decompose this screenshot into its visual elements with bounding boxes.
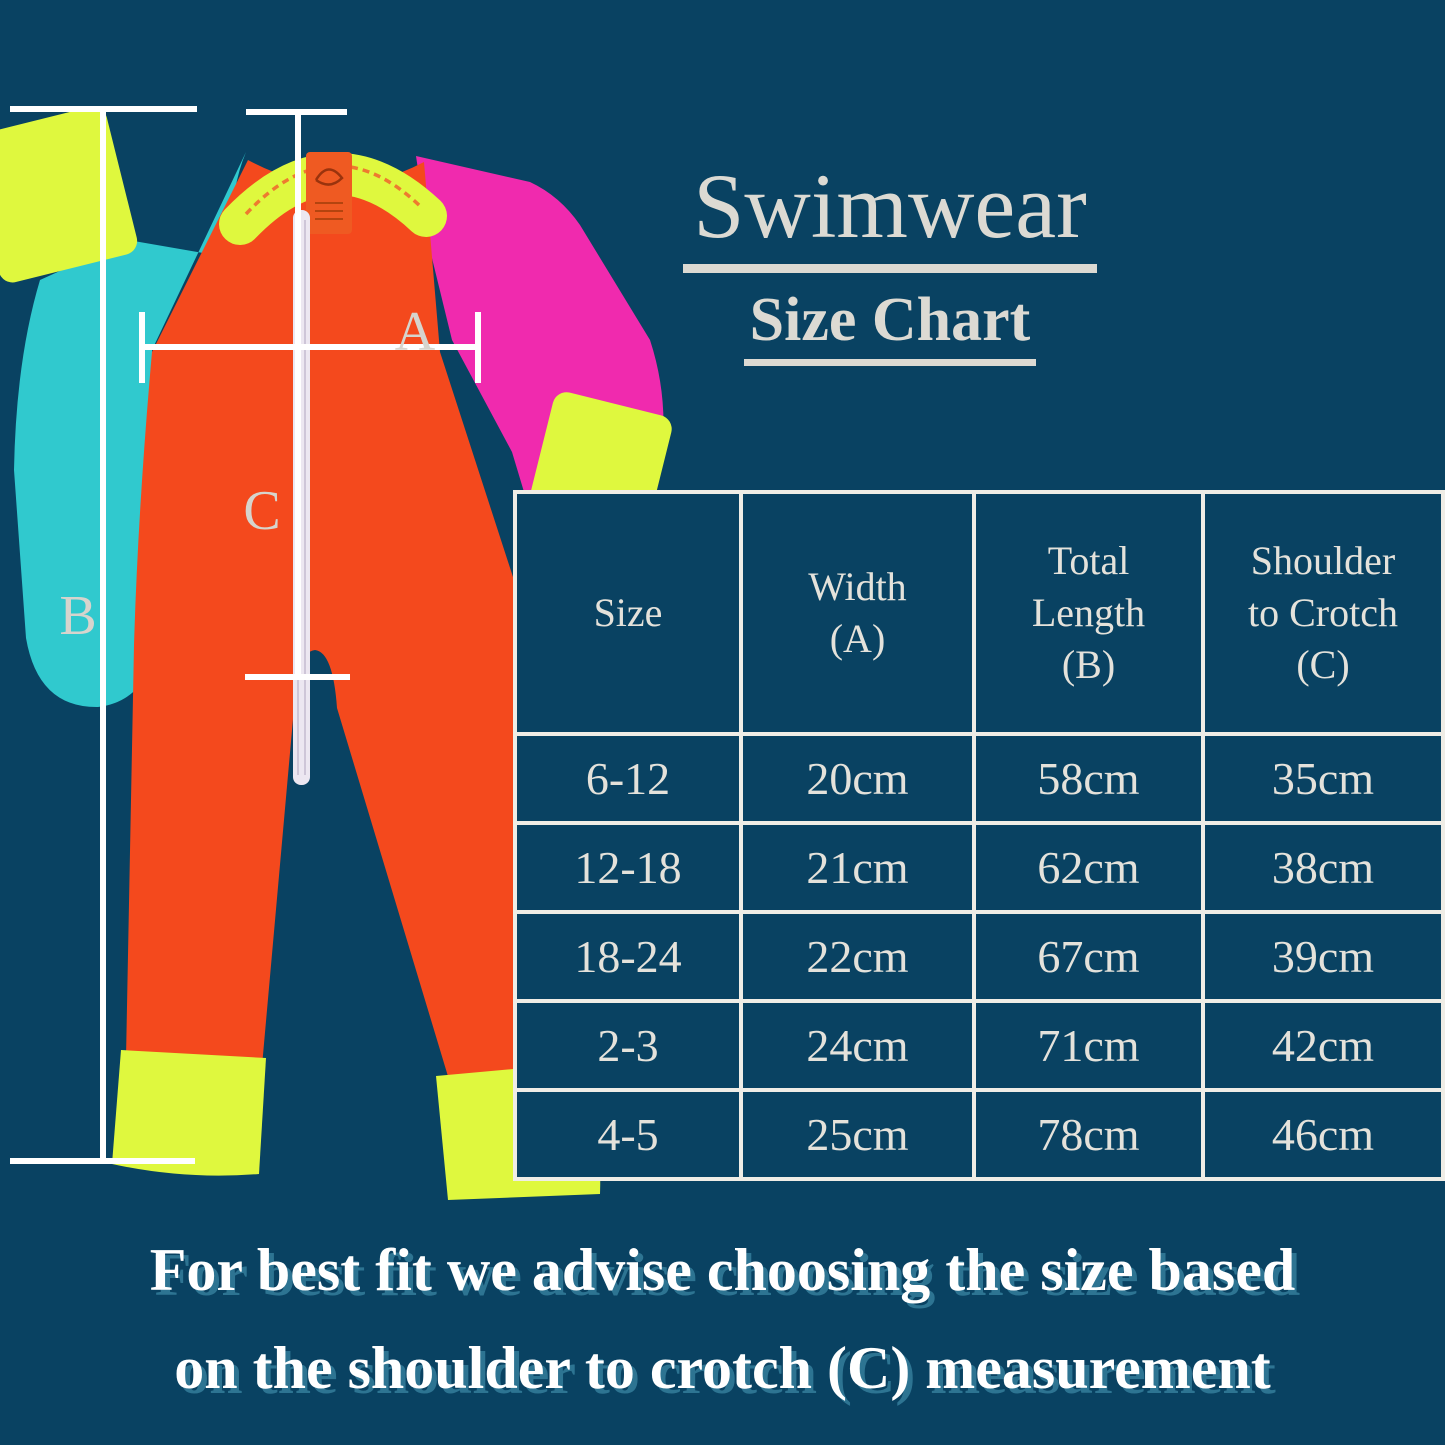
table-cell: 67cm	[972, 910, 1205, 1003]
col-header-total-length-b: Total Length (B)	[972, 490, 1205, 736]
table-row: 18-24 22cm 67cm 39cm	[513, 910, 1445, 1003]
size-chart-table: Size Width (A) Total Length (B) Shoulder…	[513, 490, 1445, 1181]
neck-tag	[306, 152, 352, 234]
page-title: Swimwear	[683, 160, 1097, 273]
table-cell: 42cm	[1201, 999, 1445, 1092]
measurement-label-b: B	[59, 585, 96, 647]
table-cell: 12-18	[513, 821, 743, 914]
table-cell: 24cm	[739, 999, 976, 1092]
table-cell: 4-5	[513, 1088, 743, 1181]
table-cell: 21cm	[739, 821, 976, 914]
neck-tag-logo	[314, 168, 344, 186]
table-cell: 2-3	[513, 999, 743, 1092]
table-row: 6-12 20cm 58cm 35cm	[513, 732, 1445, 825]
fit-note: For best fit we advise choosing the size…	[0, 1240, 1445, 1398]
measurement-label-a: A	[395, 301, 436, 363]
measurement-line-a	[139, 312, 481, 383]
measurement-line-b	[10, 106, 197, 1164]
neck-tag-text-lines	[315, 202, 343, 220]
suit-left-sleeve-cuff	[0, 106, 138, 283]
table-cell: 35cm	[1201, 732, 1445, 825]
table-row: 4-5 25cm 78cm 46cm	[513, 1088, 1445, 1181]
table-row: 12-18 21cm 62cm 38cm	[513, 821, 1445, 914]
page-subtitle: Size Chart	[743, 289, 1037, 366]
col-header-shoulder-crotch-c: Shoulder to Crotch (C)	[1201, 490, 1445, 736]
table-cell: 25cm	[739, 1088, 976, 1181]
measurement-label-c: C	[243, 480, 280, 542]
measurement-line-c	[245, 109, 350, 680]
col-header-size: Size	[513, 490, 743, 736]
table-cell: 20cm	[739, 732, 976, 825]
table-cell: 38cm	[1201, 821, 1445, 914]
table-cell: 22cm	[739, 910, 976, 1003]
suit-left-sleeve	[14, 152, 246, 708]
table-cell: 18-24	[513, 910, 743, 1003]
table-cell: 58cm	[972, 732, 1205, 825]
title-block: Swimwear Size Chart	[520, 160, 1260, 366]
col-header-width-a: Width (A)	[739, 490, 976, 736]
table-header-row: Size Width (A) Total Length (B) Shoulder…	[513, 490, 1445, 736]
table-cell: 39cm	[1201, 910, 1445, 1003]
fit-note-line-1: For best fit we advise choosing the size…	[149, 1237, 1296, 1303]
table-cell: 78cm	[972, 1088, 1205, 1181]
table-cell: 46cm	[1201, 1088, 1445, 1181]
table-cell: 71cm	[972, 999, 1205, 1092]
table-cell: 62cm	[972, 821, 1205, 914]
fit-note-line-2: on the shoulder to crotch (C) measuremen…	[174, 1335, 1271, 1401]
suit-left-leg-cuff	[112, 1050, 266, 1176]
suit-torso	[126, 160, 584, 1083]
table-row: 2-3 24cm 71cm 42cm	[513, 999, 1445, 1092]
table-cell: 6-12	[513, 732, 743, 825]
